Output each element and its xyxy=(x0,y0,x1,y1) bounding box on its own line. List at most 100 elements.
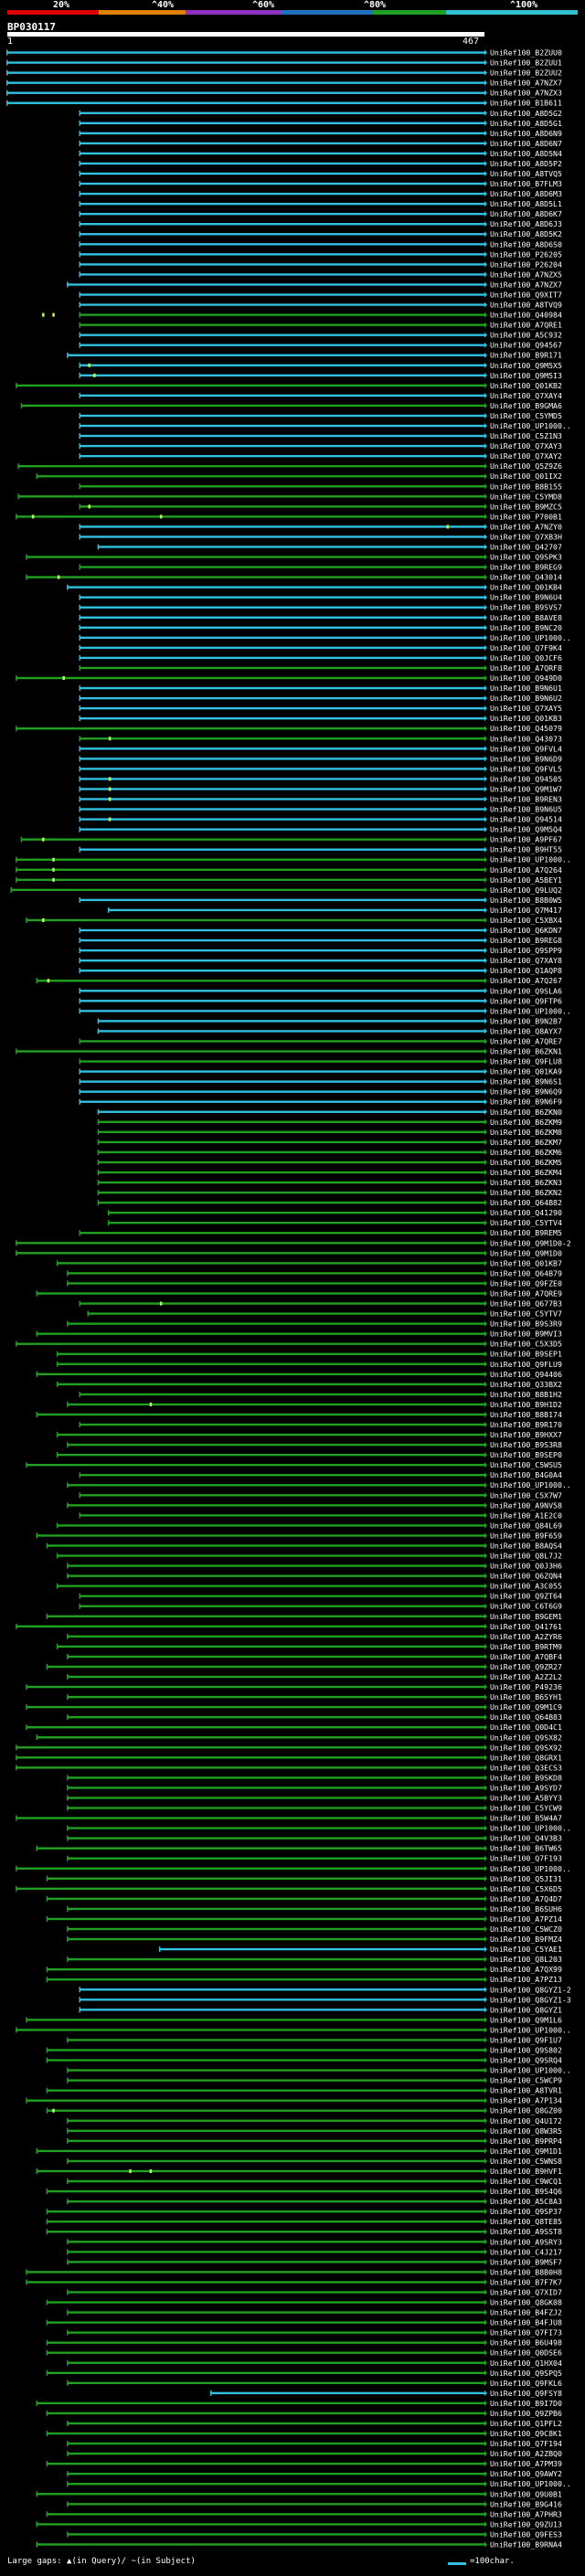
hit-label[interactable]: UniRef100_Q9F1U7 xyxy=(490,2035,562,2044)
hit-label[interactable]: UniRef100_A7P134 xyxy=(490,2096,562,2105)
hit-label[interactable]: UniRef100_Q43014 xyxy=(490,573,562,582)
hit-label[interactable]: UniRef100_B4G0A4 xyxy=(490,1470,562,1479)
hit-label[interactable]: UniRef100_B5W4A7 xyxy=(490,1814,562,1823)
hit-label[interactable]: UniRef100_C5YTV4 xyxy=(490,1218,562,1227)
hit-label[interactable]: UniRef100_B9N6Q9 xyxy=(490,1087,562,1097)
hit-label[interactable]: UniRef100_B9S3R8 xyxy=(490,1440,562,1449)
hit-label[interactable]: UniRef100_Q42707 xyxy=(490,542,562,551)
hit-label[interactable]: UniRef100_B6ZKM9 xyxy=(490,1118,562,1127)
hit-label[interactable]: UniRef100_B9GEM1 xyxy=(490,1612,562,1621)
hit-label[interactable]: UniRef100_B9SVS7 xyxy=(490,603,562,612)
hit-label[interactable]: UniRef100_A7QRE9 xyxy=(490,1288,562,1298)
hit-label[interactable]: UniRef100_Q9ZT64 xyxy=(490,1592,562,1601)
hit-label[interactable]: UniRef100_B7FLM3 xyxy=(490,179,562,188)
hit-label[interactable]: UniRef100_UP1000.. xyxy=(490,633,571,642)
hit-label[interactable]: UniRef100_Q9FZE0 xyxy=(490,1278,562,1288)
hit-label[interactable]: UniRef100_UP1000.. xyxy=(490,1006,571,1015)
hit-label[interactable]: UniRef100_Q8GYZ1-2 xyxy=(490,1985,571,1994)
hit-label[interactable]: UniRef100_Q7F194 xyxy=(490,2439,562,2448)
hit-label[interactable]: UniRef100_Q677B3 xyxy=(490,1299,562,1309)
hit-label[interactable]: UniRef100_A8TVQ9 xyxy=(490,301,562,310)
hit-label[interactable]: UniRef100_UP1000.. xyxy=(490,421,571,430)
hit-label[interactable]: UniRef100_Q9M1C9 xyxy=(490,1702,562,1712)
hit-label[interactable]: UniRef100_C5X6D5 xyxy=(490,1884,562,1893)
hit-label[interactable]: UniRef100_B8AQS4 xyxy=(490,1541,562,1550)
hit-label[interactable]: UniRef100_Q8GYZ1-3 xyxy=(490,1995,571,2004)
hit-label[interactable]: UniRef100_Q9SPQ5 xyxy=(490,2369,562,2378)
hit-label[interactable]: UniRef100_Q43073 xyxy=(490,734,562,743)
hit-label[interactable]: UniRef100_B6ZKM7 xyxy=(490,1138,562,1147)
hit-label[interactable]: UniRef100_Q0JCF6 xyxy=(490,653,562,663)
hit-label[interactable]: UniRef100_A7Q267 xyxy=(490,976,562,985)
hit-label[interactable]: UniRef100_UP1000.. xyxy=(490,2066,571,2075)
hit-label[interactable]: UniRef100_B9RTM9 xyxy=(490,1642,562,1651)
hit-label[interactable]: UniRef100_B2ZUU2 xyxy=(490,69,562,78)
hit-label[interactable]: UniRef100_A8TVQ5 xyxy=(490,169,562,178)
hit-label[interactable]: UniRef100_B9MSF7 xyxy=(490,2257,562,2266)
hit-label[interactable]: UniRef100_Q9LUQ2 xyxy=(490,885,562,895)
hit-label[interactable]: UniRef100_Q40984 xyxy=(490,311,562,320)
hit-label[interactable]: UniRef100_Q9M1W7 xyxy=(490,784,562,793)
hit-label[interactable]: UniRef100_Q9M1D0 xyxy=(490,1248,562,1257)
hit-label[interactable]: UniRef100_Q94505 xyxy=(490,774,562,783)
hit-label[interactable]: UniRef100_Q7XAY5 xyxy=(490,704,562,713)
hit-label[interactable]: UniRef100_A7QX99 xyxy=(490,1965,562,1974)
hit-label[interactable]: UniRef100_Q7XAY2 xyxy=(490,451,562,461)
hit-label[interactable]: UniRef100_Q3ECS3 xyxy=(490,1763,562,1772)
hit-label[interactable]: UniRef100_B9N6F9 xyxy=(490,1097,562,1107)
hit-label[interactable]: UniRef100_B4FZJ2 xyxy=(490,2308,562,2317)
hit-label[interactable]: UniRef100_Q9C8K1 xyxy=(490,2429,562,2438)
hit-label[interactable]: UniRef100_Q9SPP9 xyxy=(490,946,562,955)
hit-label[interactable]: UniRef100_B9NC20 xyxy=(490,623,562,632)
hit-label[interactable]: UniRef100_Q41761 xyxy=(490,1622,562,1631)
hit-label[interactable]: UniRef100_UP1000.. xyxy=(490,1824,571,1833)
hit-label[interactable]: UniRef100_B8B155 xyxy=(490,482,562,491)
hit-label[interactable]: UniRef100_B6ZKN2 xyxy=(490,1188,562,1197)
hit-label[interactable]: UniRef100_C5YCW9 xyxy=(490,1804,562,1813)
hit-label[interactable]: UniRef100_A7Q4D7 xyxy=(490,1894,562,1903)
hit-label[interactable]: UniRef100_C5WNS8 xyxy=(490,2157,562,2166)
hit-label[interactable]: UniRef100_B8AVE8 xyxy=(490,613,562,622)
hit-label[interactable]: UniRef100_A5C8A3 xyxy=(490,2197,562,2206)
hit-label[interactable]: UniRef100_Q1PFL2 xyxy=(490,2419,562,2428)
hit-label[interactable]: UniRef100_Q8GRX1 xyxy=(490,1753,562,1762)
hit-label[interactable]: UniRef100_A5C932 xyxy=(490,331,562,340)
hit-label[interactable]: UniRef100_B6ZKM5 xyxy=(490,1158,562,1167)
hit-label[interactable]: UniRef100_A3C055 xyxy=(490,1582,562,1591)
hit-label[interactable]: UniRef100_C5WCZ0 xyxy=(490,1924,562,1934)
hit-label[interactable]: UniRef100_Q8W3R5 xyxy=(490,2126,562,2136)
hit-label[interactable]: UniRef100_C5Z1N3 xyxy=(490,431,562,440)
hit-label[interactable]: UniRef100_Q9SPK3 xyxy=(490,553,562,562)
hit-label[interactable]: UniRef100_A8D6N7 xyxy=(490,139,562,148)
hit-label[interactable]: UniRef100_A8D6K7 xyxy=(490,209,562,218)
hit-label[interactable]: UniRef100_A5BYY3 xyxy=(490,1793,562,1802)
hit-label[interactable]: UniRef100_B9N6U5 xyxy=(490,805,562,814)
hit-label[interactable]: UniRef100_B9N6S1 xyxy=(490,1077,562,1087)
hit-label[interactable]: UniRef100_Q9M5X5 xyxy=(490,361,562,370)
hit-label[interactable]: UniRef100_B2ZUU0 xyxy=(490,48,562,58)
hit-label[interactable]: UniRef100_A9SST8 xyxy=(490,2227,562,2236)
hit-label[interactable]: UniRef100_Q9FSY8 xyxy=(490,2389,562,2398)
hit-label[interactable]: UniRef100_B9F659 xyxy=(490,1531,562,1540)
hit-label[interactable]: UniRef100_A7PZ14 xyxy=(490,1914,562,1924)
hit-label[interactable]: UniRef100_B9RNA4 xyxy=(490,2539,562,2549)
hit-label[interactable]: UniRef100_Q41290 xyxy=(490,1208,562,1217)
hit-label[interactable]: UniRef100_Q7XAY8 xyxy=(490,956,562,965)
hit-label[interactable]: UniRef100_A8D6S0 xyxy=(490,239,562,249)
hit-label[interactable]: UniRef100_Q7XAY3 xyxy=(490,441,562,451)
hit-label[interactable]: UniRef100_B8B0W5 xyxy=(490,896,562,905)
hit-label[interactable]: UniRef100_C6T6G9 xyxy=(490,1602,562,1611)
hit-label[interactable]: UniRef100_A5BEY1 xyxy=(490,875,562,885)
hit-label[interactable]: UniRef100_Q1AQP8 xyxy=(490,966,562,975)
hit-label[interactable]: UniRef100_B9PRP4 xyxy=(490,2136,562,2146)
hit-label[interactable]: UniRef100_Q9XIT7 xyxy=(490,290,562,299)
hit-label[interactable]: UniRef100_Q7F193 xyxy=(490,1854,562,1863)
hit-label[interactable]: UniRef100_C5XBX4 xyxy=(490,916,562,925)
hit-label[interactable]: UniRef100_B2ZUU1 xyxy=(490,58,562,68)
hit-label[interactable]: UniRef100_Q0J3H6 xyxy=(490,1562,562,1571)
hit-label[interactable]: UniRef100_B9GMA6 xyxy=(490,401,562,410)
hit-label[interactable]: UniRef100_Q9M5I3 xyxy=(490,371,562,380)
hit-label[interactable]: UniRef100_C5X3D5 xyxy=(490,1340,562,1349)
hit-label[interactable]: UniRef100_A7QRE1 xyxy=(490,321,562,330)
hit-label[interactable]: UniRef100_B9I7D0 xyxy=(490,2399,562,2408)
